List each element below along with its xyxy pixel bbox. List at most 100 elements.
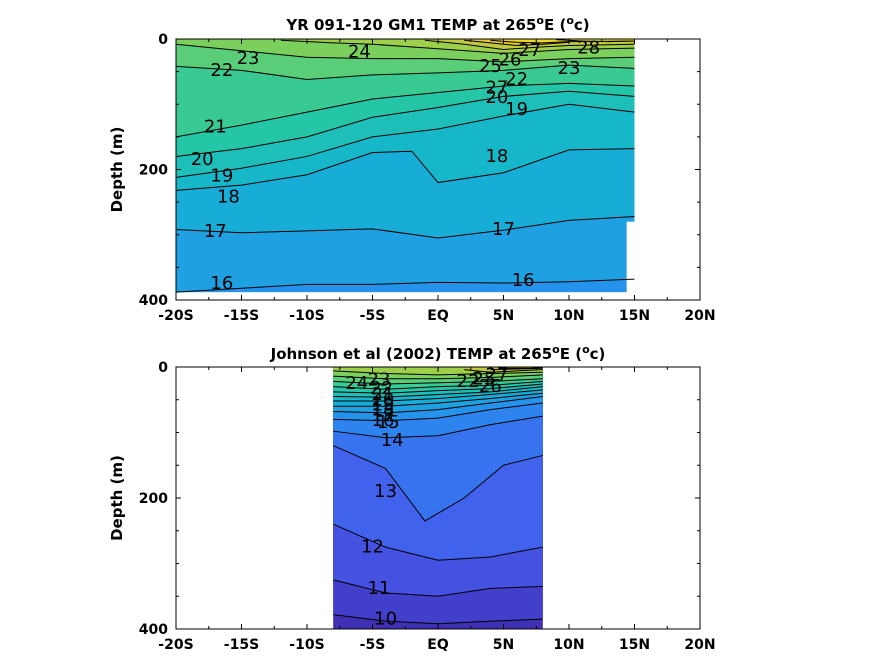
- contour-label: 20: [372, 389, 395, 410]
- contour-label: 28: [577, 38, 600, 59]
- contour-line-19: [333, 386, 543, 398]
- filled-contours: [176, 39, 691, 300]
- contour-label: 25: [472, 368, 495, 389]
- title-part: Johnson et al (2002) TEMP at 265: [270, 345, 553, 363]
- title-part: YR 091-120 GM1 TEMP at 265: [285, 16, 536, 34]
- contour-label: 17: [372, 405, 395, 426]
- x-tick-label: EQ: [427, 308, 449, 324]
- panel-bottom: 24 232221201918171615141312111022252627-2…: [108, 343, 716, 653]
- title-part: c): [590, 345, 606, 363]
- contour-label: 24: [348, 42, 371, 63]
- contour-label: 19: [210, 166, 233, 187]
- contour-label: 18: [372, 400, 395, 421]
- contour-line-20: [333, 383, 543, 394]
- contour-line-18: [333, 389, 543, 402]
- y-axis-label: Depth (m): [108, 455, 126, 541]
- contour-line-23: [176, 43, 635, 63]
- contour-label: 22: [210, 60, 233, 81]
- filled-contours: [333, 367, 543, 629]
- missing-data-gap: [626, 221, 635, 300]
- contour-label: 27: [485, 364, 508, 385]
- x-tick-label: 5N: [493, 308, 514, 324]
- contour-label: 26: [499, 49, 522, 70]
- y-tick-label: 200: [139, 491, 168, 507]
- contour-label: 16: [372, 410, 395, 431]
- y-tick-label: 400: [139, 622, 168, 638]
- missing-data-gap: [176, 292, 635, 300]
- contour-lines: [332, 367, 543, 625]
- title-part: c): [574, 16, 590, 34]
- contour-label: 10: [374, 609, 397, 630]
- x-tick-label: -20S: [158, 637, 193, 653]
- contour-label: 23: [558, 58, 581, 79]
- contour-label: 23: [368, 370, 391, 391]
- y-tick-label: 0: [158, 32, 168, 48]
- contour-label: 14: [381, 430, 404, 451]
- contour-line-17: [333, 392, 543, 407]
- contour-label: 22: [370, 378, 393, 399]
- contour-label: 21: [204, 117, 227, 138]
- y-tick-label: 400: [139, 293, 168, 309]
- contour-line-24: [280, 39, 635, 54]
- contour-label: 12: [361, 537, 384, 558]
- contour-label: 19: [372, 394, 395, 415]
- title-superscript: o: [566, 14, 574, 27]
- contour-line-23: [333, 374, 543, 380]
- contour-label: 25: [479, 56, 502, 77]
- x-tick-label: -15S: [224, 637, 259, 653]
- contour-label: 20: [485, 87, 508, 108]
- title-superscript: o: [582, 343, 590, 356]
- contour-label: 22: [457, 371, 480, 392]
- contour-label: 20: [191, 149, 214, 170]
- missing-data-gap: [648, 39, 685, 300]
- contour-line-10: [333, 614, 543, 625]
- title-superscript: o: [536, 14, 544, 27]
- contour-line-22: [176, 64, 635, 80]
- x-tick-label: 5N: [493, 637, 514, 653]
- contour-label: 22: [505, 69, 528, 90]
- contour-line-26: [464, 39, 570, 47]
- x-tick-label: -20S: [158, 308, 193, 324]
- contour-label: 11: [368, 578, 391, 599]
- contour-label: 27: [518, 40, 541, 61]
- x-tick-label: 10N: [553, 637, 584, 653]
- contour-label: 17: [204, 221, 227, 242]
- contour-label: 18: [485, 146, 508, 167]
- y-tick-label: 200: [139, 163, 168, 179]
- x-tick-label: 10N: [553, 308, 584, 324]
- contour-line-13: [332, 445, 543, 522]
- contour-label: 13: [374, 481, 397, 502]
- x-tick-label: 15N: [619, 637, 650, 653]
- contour-line-25: [424, 39, 635, 50]
- contour-line-16: [176, 278, 635, 293]
- x-tick-label: -5S: [360, 308, 386, 324]
- y-tick-label: 0: [158, 360, 168, 376]
- contour-label: 26: [479, 376, 502, 397]
- x-tick-label: -15S: [224, 308, 259, 324]
- contour-label: 21: [372, 384, 395, 405]
- chart-title: YR 091-120 GM1 TEMP at 265oE (oc): [285, 14, 589, 34]
- missing-data-gap: [634, 39, 649, 300]
- contour-label: 24: [345, 373, 368, 394]
- contour-line-12: [332, 523, 543, 561]
- contour-line-11: [333, 579, 543, 597]
- x-tick-label: EQ: [427, 637, 449, 653]
- x-tick-label: -5S: [360, 637, 386, 653]
- contour-label: 27: [485, 77, 508, 98]
- contour-label: 16: [512, 270, 535, 291]
- contour-label: 15: [377, 412, 400, 433]
- contour-label: 17: [492, 219, 515, 240]
- missing-data-gap: [684, 100, 691, 300]
- contour-line-24: [333, 370, 543, 376]
- chart-title: Johnson et al (2002) TEMP at 265oE (oc): [270, 343, 606, 363]
- contour-line-22: [333, 378, 543, 385]
- contour-label: 16: [210, 273, 233, 294]
- x-tick-label: 20N: [684, 637, 715, 653]
- x-tick-label: 15N: [619, 308, 650, 324]
- title-part: E (: [544, 16, 566, 34]
- title-part: E (: [560, 345, 582, 363]
- contour-line-21: [333, 380, 543, 390]
- contour-line-21: [176, 82, 635, 138]
